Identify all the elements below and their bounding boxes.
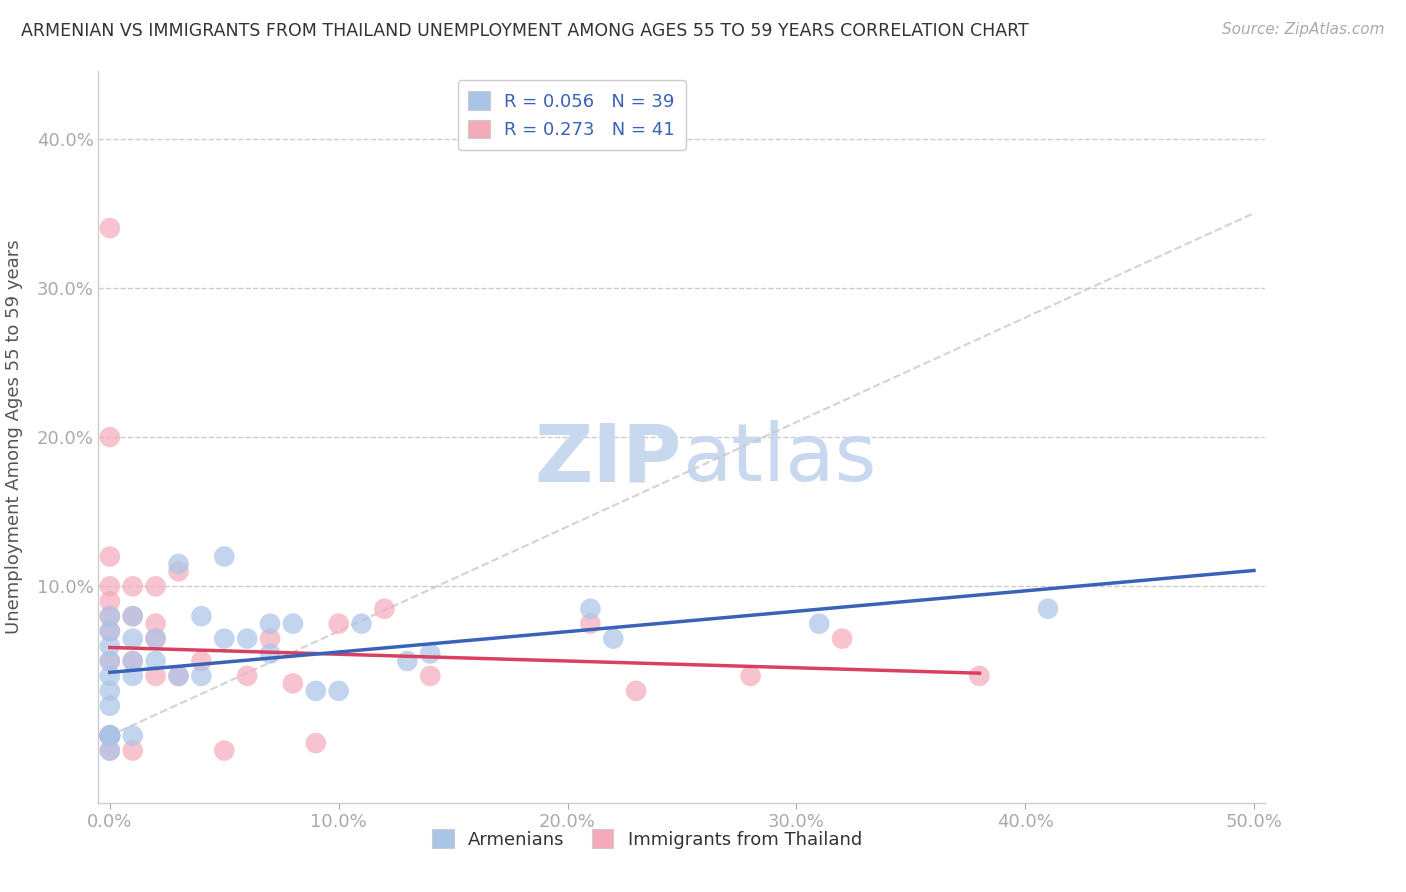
Point: [259, 632, 281, 646]
Point: [808, 616, 831, 631]
Point: [98, 683, 121, 698]
Point: [328, 683, 350, 698]
Point: [98, 729, 121, 743]
Point: [579, 601, 602, 615]
Point: [145, 654, 167, 668]
Point: [236, 632, 259, 646]
Point: [305, 736, 328, 750]
Point: [831, 632, 853, 646]
Point: [121, 609, 143, 624]
Point: [145, 632, 167, 646]
Text: atlas: atlas: [682, 420, 876, 498]
Point: [121, 669, 143, 683]
Point: [328, 616, 350, 631]
Point: [121, 609, 143, 624]
Point: [419, 669, 441, 683]
Point: [305, 683, 328, 698]
Point: [98, 729, 121, 743]
Point: [145, 632, 167, 646]
Point: [98, 430, 121, 444]
Point: [214, 743, 236, 757]
Point: [602, 632, 624, 646]
Point: [98, 729, 121, 743]
Point: [145, 616, 167, 631]
Point: [167, 669, 190, 683]
Point: [281, 676, 304, 690]
Point: [167, 669, 190, 683]
Point: [98, 654, 121, 668]
Text: ARMENIAN VS IMMIGRANTS FROM THAILAND UNEMPLOYMENT AMONG AGES 55 TO 59 YEARS CORR: ARMENIAN VS IMMIGRANTS FROM THAILAND UNE…: [21, 22, 1029, 40]
Point: [98, 743, 121, 757]
Text: ZIP: ZIP: [534, 420, 682, 498]
Point: [121, 654, 143, 668]
Point: [167, 557, 190, 571]
Point: [121, 729, 143, 743]
Point: [121, 632, 143, 646]
Point: [1036, 601, 1059, 615]
Point: [98, 594, 121, 608]
Point: [98, 729, 121, 743]
Point: [98, 729, 121, 743]
Point: [214, 549, 236, 564]
Point: [98, 624, 121, 639]
Point: [98, 549, 121, 564]
Point: [98, 669, 121, 683]
Point: [98, 729, 121, 743]
Point: [98, 609, 121, 624]
Point: [98, 221, 121, 235]
Point: [419, 647, 441, 661]
Point: [145, 579, 167, 593]
Point: [98, 729, 121, 743]
Point: [190, 654, 212, 668]
Legend: Armenians, Immigrants from Thailand: Armenians, Immigrants from Thailand: [425, 822, 869, 856]
Point: [98, 698, 121, 713]
Point: [259, 616, 281, 631]
Point: [98, 729, 121, 743]
Point: [740, 669, 762, 683]
Point: [259, 647, 281, 661]
Point: [373, 601, 395, 615]
Point: [98, 743, 121, 757]
Point: [281, 616, 304, 631]
Point: [190, 669, 212, 683]
Point: [579, 616, 602, 631]
Point: [98, 729, 121, 743]
Point: [98, 624, 121, 639]
Point: [145, 669, 167, 683]
Point: [190, 609, 212, 624]
Point: [969, 669, 991, 683]
Point: [98, 609, 121, 624]
Text: Source: ZipAtlas.com: Source: ZipAtlas.com: [1222, 22, 1385, 37]
Point: [167, 565, 190, 579]
Point: [214, 632, 236, 646]
Point: [98, 729, 121, 743]
Point: [396, 654, 419, 668]
Y-axis label: Unemployment Among Ages 55 to 59 years: Unemployment Among Ages 55 to 59 years: [4, 240, 22, 634]
Point: [98, 729, 121, 743]
Point: [98, 639, 121, 653]
Point: [98, 654, 121, 668]
Point: [121, 654, 143, 668]
Point: [98, 579, 121, 593]
Point: [98, 729, 121, 743]
Point: [624, 683, 647, 698]
Point: [121, 743, 143, 757]
Point: [121, 579, 143, 593]
Point: [236, 669, 259, 683]
Point: [98, 729, 121, 743]
Point: [350, 616, 373, 631]
